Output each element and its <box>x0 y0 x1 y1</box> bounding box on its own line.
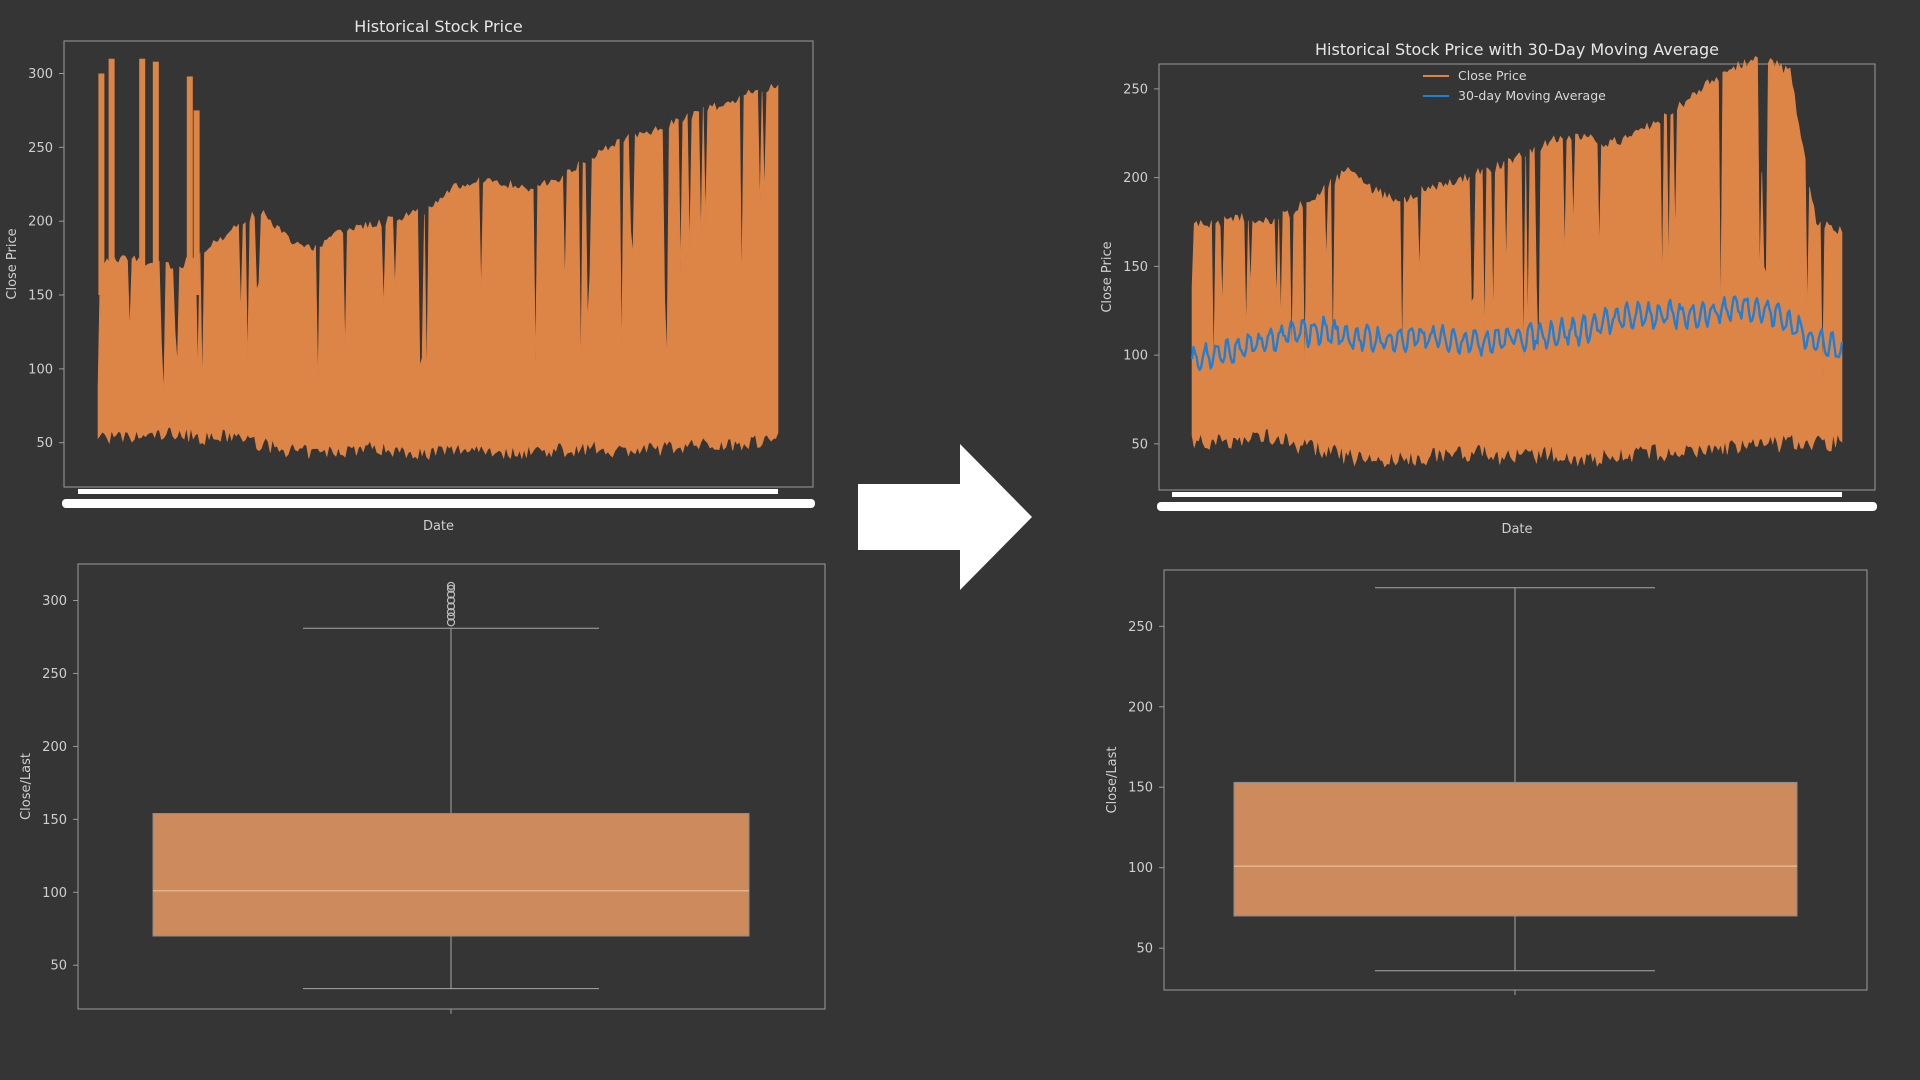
outlier-point <box>446 590 456 599</box>
price-spike <box>193 110 200 296</box>
price-spike <box>139 58 146 296</box>
price-spike <box>98 73 105 296</box>
y-tick-label: 200 <box>1123 171 1148 186</box>
outlier-point <box>446 596 456 605</box>
x-tick-marks-dense <box>78 489 778 494</box>
price-spike <box>108 58 115 296</box>
y-tick-label: 50 <box>36 436 53 451</box>
y-axis-label: Close/Last <box>19 753 34 820</box>
moving-average-series <box>1190 295 1844 371</box>
y-axis-label: Close Price <box>1100 241 1115 312</box>
y-tick-label: 150 <box>28 289 53 304</box>
y-tick-label: 50 <box>1131 437 1148 452</box>
outlier-point <box>446 618 456 627</box>
iqr-box <box>1233 781 1798 917</box>
chart-title: Historical Stock Price <box>354 17 522 36</box>
y-tick-label: 100 <box>42 886 67 901</box>
plot-frame <box>1158 63 1876 491</box>
y-tick-label: 300 <box>42 594 67 609</box>
x-axis-label: Date <box>423 519 454 534</box>
y-tick-label: 250 <box>28 141 53 156</box>
legend-entry: Close Price <box>1458 68 1527 83</box>
y-tick-label: 200 <box>28 215 53 230</box>
y-tick-label: 250 <box>1128 620 1153 635</box>
close-price-series <box>1191 55 1843 468</box>
x-axis-label: Date <box>1501 522 1532 537</box>
right-arrow-icon <box>858 444 1032 590</box>
y-tick-label: 250 <box>42 667 67 682</box>
outlier-point <box>446 581 456 590</box>
right-arrow-shape <box>858 444 1032 590</box>
y-tick-label: 100 <box>1128 861 1153 876</box>
price-spike <box>152 61 159 296</box>
y-tick-label: 150 <box>42 813 67 828</box>
price-spike <box>186 76 193 296</box>
iqr-box <box>152 812 750 937</box>
y-tick-label: 200 <box>1128 700 1153 715</box>
x-tick-labels-overlapping <box>1157 502 1877 511</box>
plot-frame <box>63 40 814 488</box>
outlier-point <box>446 608 456 617</box>
close-price-series <box>97 83 779 461</box>
y-tick-label: 300 <box>28 67 53 82</box>
y-axis-label: Close/Last <box>1105 747 1120 814</box>
y-tick-label: 150 <box>1123 260 1148 275</box>
y-tick-label: 100 <box>1123 349 1148 364</box>
y-tick-label: 100 <box>28 362 53 377</box>
y-tick-label: 50 <box>1136 942 1153 957</box>
x-tick-marks-dense <box>1172 492 1842 497</box>
y-tick-label: 250 <box>1123 82 1148 97</box>
y-tick-label: 200 <box>42 740 67 755</box>
y-tick-label: 150 <box>1128 781 1153 796</box>
outlier-point <box>446 602 456 611</box>
x-tick-labels-overlapping <box>62 499 815 508</box>
y-axis-label: Close Price <box>5 228 20 299</box>
outlier-point <box>446 584 456 593</box>
y-tick-label: 50 <box>50 959 67 974</box>
outlier-point <box>446 612 456 621</box>
legend-entry: 30-day Moving Average <box>1458 88 1606 103</box>
chart-title: Historical Stock Price with 30-Day Movin… <box>1315 40 1719 59</box>
